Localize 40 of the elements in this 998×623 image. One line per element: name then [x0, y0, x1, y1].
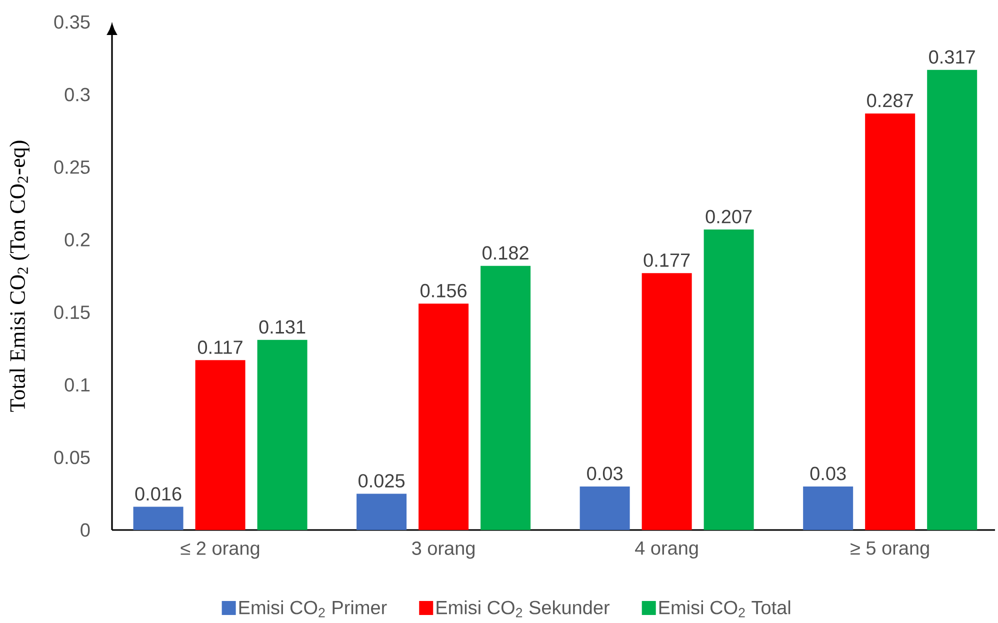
y-tick-label: 0.3 [64, 88, 90, 102]
y-tick-label: 0.1 [64, 378, 90, 392]
y-axis-title: Total Emisi CO$_{2}$ (Ton CO$_{2}$-eq) [10, 140, 30, 412]
bar [642, 273, 692, 530]
y-tick-label: 0.15 [54, 306, 90, 320]
x-tick-label: ≤ 2 orang [180, 542, 260, 559]
bar [803, 486, 854, 530]
legend-label: Emisi CO$_{2}$ Primer [239, 600, 387, 618]
data-label: 0.207 [706, 210, 752, 224]
data-label: 0.03 [587, 466, 622, 480]
x-tick-label: ≥ 5 orang [850, 542, 929, 559]
bar [927, 70, 978, 530]
bar [257, 340, 308, 530]
data-label: 0.287 [867, 94, 913, 108]
bar [580, 486, 630, 530]
bar [704, 230, 754, 530]
bar [195, 360, 246, 530]
data-label: 0.117 [198, 340, 242, 354]
y-tick-label: 0 [80, 523, 90, 537]
data-label: 0.317 [929, 50, 975, 64]
x-tick-label: 4 orang [635, 542, 698, 559]
bar [865, 113, 916, 530]
y-tick-label: 0.05 [54, 450, 90, 464]
legend-label: Emisi CO$_{2}$ Total [659, 600, 790, 618]
data-label: 0.156 [420, 284, 466, 298]
data-label: 0.03 [810, 466, 846, 480]
data-label: 0.177 [644, 253, 690, 267]
legend-label: Emisi CO$_{2}$ Sekunder [436, 600, 610, 618]
bar [133, 506, 184, 530]
x-tick-label: 3 orang [412, 542, 475, 559]
bar [418, 304, 469, 530]
data-label: 0.016 [135, 487, 182, 501]
data-label: 0.131 [259, 320, 306, 334]
data-label: 0.025 [358, 474, 405, 488]
bar [356, 494, 407, 530]
y-tick-label: 0.35 [54, 15, 90, 29]
bar [480, 266, 531, 530]
data-label: 0.182 [482, 246, 528, 260]
y-tick-label: 0.25 [54, 160, 90, 174]
y-tick-label: 0.2 [64, 232, 90, 246]
